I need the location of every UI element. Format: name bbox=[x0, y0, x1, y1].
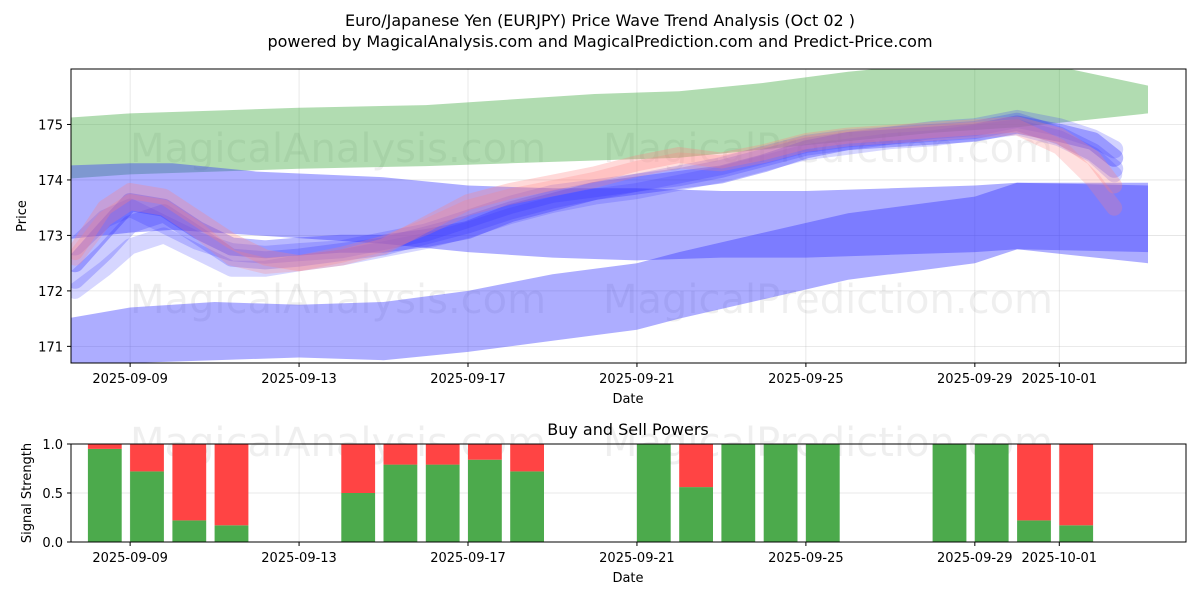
buy-bar-5 bbox=[383, 464, 418, 542]
blue-lower-band bbox=[71, 182, 1148, 363]
buy-bar-17 bbox=[1059, 525, 1094, 542]
sell-bar-10 bbox=[679, 444, 713, 488]
signal-ytick-label-2: 1.0 bbox=[42, 438, 63, 453]
price-xtick-label-1: 2025-09-13 bbox=[261, 372, 337, 387]
price-ytick-label-2: 173 bbox=[38, 229, 63, 244]
price-grid bbox=[71, 69, 1186, 363]
pink-wave-2 bbox=[71, 119, 1123, 274]
price-bands bbox=[71, 69, 1148, 363]
chart-title-line2: powered by MagicalAnalysis.com and Magic… bbox=[267, 32, 932, 51]
price-xtick-label-5: 2025-09-29 bbox=[937, 372, 1013, 387]
price-wave-chart: MagicalAnalysis.com MagicalPrediction.co… bbox=[15, 68, 1187, 407]
price-ytick-label-0: 171 bbox=[38, 340, 63, 355]
buy-bar-7 bbox=[468, 459, 502, 542]
watermark-analysis-mid: MagicalAnalysis.com bbox=[130, 277, 546, 323]
signal-x-axis-label: Date bbox=[612, 571, 643, 586]
chart-title-line1: Euro/Japanese Yen (EURJPY) Price Wave Tr… bbox=[345, 11, 855, 30]
buy-bar-2 bbox=[172, 520, 207, 542]
buy-bar-1 bbox=[130, 471, 164, 542]
signal-xtick-label-4: 2025-09-25 bbox=[768, 551, 844, 566]
buy-bar-16 bbox=[1017, 520, 1051, 542]
buy-bar-10 bbox=[679, 487, 713, 542]
sell-bar-6 bbox=[425, 444, 460, 465]
sell-bar-3 bbox=[214, 444, 249, 526]
blue-wave-3 bbox=[71, 109, 1124, 264]
sell-bar-7 bbox=[468, 444, 502, 460]
buy-bar-14 bbox=[932, 444, 967, 542]
sell-bar-1 bbox=[130, 444, 164, 472]
signal-xtick-label-6: 2025-10-01 bbox=[1022, 551, 1098, 566]
price-axes-frame bbox=[70, 68, 1187, 364]
price-y-ticks: 171 172 173 174 175 bbox=[38, 118, 71, 355]
signal-xtick-label-0: 2025-09-09 bbox=[92, 551, 168, 566]
price-ytick-label-1: 172 bbox=[38, 285, 63, 300]
price-watermarks: MagicalAnalysis.com MagicalPrediction.co… bbox=[130, 126, 1053, 323]
blue-wave-main bbox=[71, 115, 1124, 273]
sell-bar-17 bbox=[1059, 444, 1094, 526]
signal-y-ticks: 0.0 0.5 1.0 bbox=[42, 438, 71, 551]
price-y-axis-label: Price bbox=[15, 200, 30, 232]
buy-bar-12 bbox=[763, 444, 798, 542]
price-x-ticks: 2025-09-09 2025-09-13 2025-09-17 2025-09-21… bbox=[92, 363, 1097, 387]
price-ytick-label-3: 174 bbox=[38, 174, 63, 189]
price-xtick-label-0: 2025-09-09 bbox=[92, 372, 168, 387]
blue-wave-4 bbox=[71, 119, 1123, 299]
buy-sell-title: Buy and Sell Powers bbox=[547, 420, 709, 439]
signal-x-ticks: 2025-09-09 2025-09-13 2025-09-17 2025-09-21… bbox=[92, 542, 1097, 566]
signal-xtick-label-5: 2025-09-29 bbox=[937, 551, 1013, 566]
buy-bar-13 bbox=[805, 444, 840, 542]
price-xtick-label-4: 2025-09-25 bbox=[768, 372, 844, 387]
price-xtick-label-6: 2025-10-01 bbox=[1022, 372, 1098, 387]
price-xtick-label-2: 2025-09-17 bbox=[430, 372, 506, 387]
watermark-analysis-top: MagicalAnalysis.com bbox=[130, 126, 546, 172]
watermark-prediction-mid: MagicalPrediction.com bbox=[603, 277, 1053, 323]
blue-middle-band bbox=[71, 163, 1148, 261]
signal-xtick-label-3: 2025-09-21 bbox=[599, 551, 675, 566]
signal-xtick-label-1: 2025-09-13 bbox=[261, 551, 337, 566]
signal-ytick-label-0: 0.0 bbox=[42, 536, 63, 551]
buy-bar-0 bbox=[87, 448, 122, 542]
signal-ytick-label-1: 0.5 bbox=[42, 487, 63, 502]
buy-bar-11 bbox=[721, 444, 756, 542]
buy-sell-chart: Buy and Sell Powers MagicalAnalysis.com … bbox=[20, 420, 1187, 586]
signal-xtick-label-2: 2025-09-17 bbox=[430, 551, 506, 566]
price-waves bbox=[71, 109, 1124, 299]
buy-bar-9 bbox=[636, 444, 671, 542]
sell-bar-5 bbox=[383, 444, 418, 465]
buy-bar-15 bbox=[974, 444, 1009, 542]
signal-bars bbox=[87, 444, 1094, 542]
sell-bar-8 bbox=[510, 444, 544, 472]
buy-bar-3 bbox=[214, 525, 249, 542]
price-xtick-label-3: 2025-09-21 bbox=[599, 372, 675, 387]
sell-bar-4 bbox=[341, 444, 376, 493]
sell-bar-16 bbox=[1017, 444, 1051, 521]
watermark-prediction-top: MagicalPrediction.com bbox=[603, 126, 1053, 172]
sell-bar-2 bbox=[172, 444, 207, 521]
signal-y-axis-label: Signal Strength bbox=[20, 443, 35, 543]
pink-wave-1 bbox=[71, 116, 1123, 272]
price-x-axis-label: Date bbox=[612, 392, 643, 407]
sell-bar-0 bbox=[87, 444, 122, 449]
buy-bar-4 bbox=[341, 493, 376, 542]
buy-bar-8 bbox=[510, 471, 544, 542]
price-ytick-label-4: 175 bbox=[38, 118, 63, 133]
green-upper-band bbox=[71, 69, 1148, 179]
buy-bar-6 bbox=[425, 464, 460, 542]
blue-wave-2 bbox=[71, 112, 1124, 289]
